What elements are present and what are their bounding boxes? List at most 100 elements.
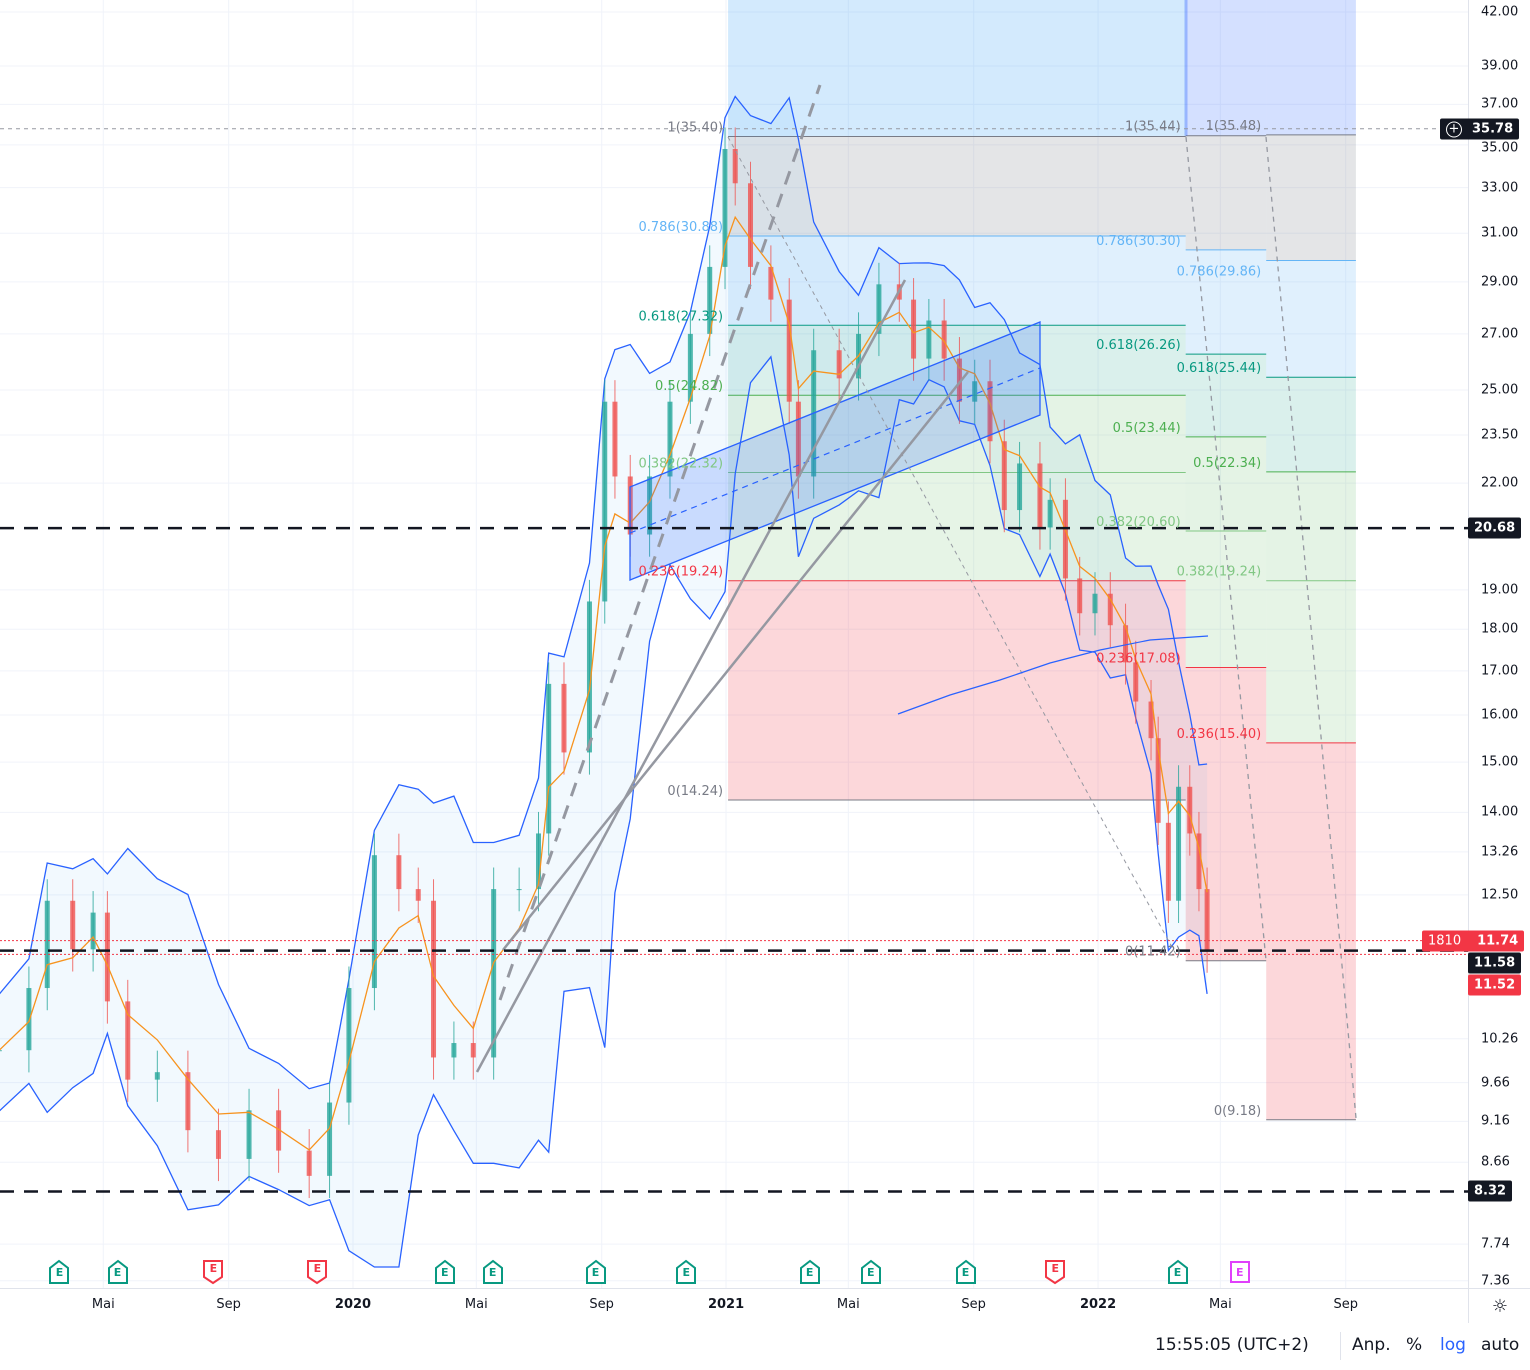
time-tick-label: Mai [1208, 1297, 1232, 1312]
time-tick-label: 2020 [334, 1297, 372, 1312]
earnings-marker-beat[interactable]: E [1167, 1259, 1189, 1285]
candle-body [70, 900, 76, 950]
trend-line-2[interactable] [502, 371, 969, 951]
price-tick-label: 12.50 [1481, 887, 1519, 903]
earnings-flag-icon [676, 1259, 697, 1284]
candle-body [491, 889, 497, 1058]
candle-body [926, 320, 932, 359]
clock: 15:55:05 (UTC+2) [1155, 1335, 1309, 1355]
price-tick-label: 23.50 [1481, 427, 1519, 443]
candle-body [1176, 786, 1182, 901]
earnings-flag-icon [1045, 1260, 1066, 1285]
price-tick-label: 9.66 [1481, 1075, 1510, 1091]
plus-circle-icon[interactable]: + [1446, 121, 1462, 138]
earnings-marker-beat[interactable]: E [585, 1259, 607, 1285]
price-tick-label: 39.00 [1481, 58, 1519, 74]
candle-body [26, 988, 32, 1051]
earnings-marker-miss[interactable]: E [202, 1259, 224, 1285]
divider [1340, 1332, 1341, 1360]
earnings-flag-icon [860, 1259, 881, 1284]
candle-body [371, 855, 377, 989]
time-axis[interactable]: Mai Sep 2020 Mai Sep 2021 Mai Sep 2022 Mai Sep [0, 1288, 1468, 1323]
earnings-marker-beat[interactable]: E [434, 1259, 456, 1285]
status-bar: 15:55:05 (UTC+2) Anp. % log auto [0, 1322, 1530, 1370]
gear-icon[interactable]: ☼ [1468, 1288, 1530, 1323]
fib-zone [1266, 580, 1356, 743]
earnings-marker-beat[interactable]: E [48, 1259, 70, 1285]
earnings-letter: E [209, 1262, 218, 1275]
candle-body [722, 148, 728, 267]
earnings-marker-beat[interactable]: E [860, 1259, 882, 1285]
earnings-flag-icon [434, 1259, 455, 1284]
earnings-letter: E [805, 1266, 814, 1279]
trend-line-dashed[interactable] [498, 84, 822, 1001]
bollinger-bands [0, 95, 1208, 1268]
fib-zone [728, 236, 1186, 326]
fib-level-label: 0.5(22.34) [1193, 456, 1261, 471]
price-tick-label: 7.36 [1481, 1273, 1510, 1289]
candle-body [215, 1130, 221, 1159]
price-axis[interactable]: 42.00 39.00 37.00 35.00 33.00 31.00 29.00 27.00… [1468, 0, 1530, 1288]
fib-zone [1266, 134, 1356, 261]
candle-body [1123, 625, 1129, 663]
price-chart[interactable]: 1(35.40) 0.786(30.88) 0.618(27.32) 0.5(24.8… [0, 0, 1468, 1288]
candle-body [346, 988, 352, 1103]
price-tag-value: 11.74 [1477, 933, 1519, 949]
auto-toggle[interactable]: auto [1481, 1335, 1520, 1355]
price-tag-h3: 8.32 [1468, 1180, 1513, 1202]
fib-zone [728, 136, 1186, 237]
price-tick-label: 10.26 [1481, 1031, 1519, 1047]
earnings-flag-icon [799, 1259, 820, 1284]
fib-level-label: 0.786(30.30) [1096, 234, 1181, 249]
trend-line-1[interactable] [475, 279, 907, 1073]
candle-body [941, 320, 947, 359]
earnings-marker-beat[interactable]: E [107, 1259, 129, 1285]
price-tag-last_price: 11.58 [1468, 952, 1522, 974]
price-tag-bid: 11.52 [1468, 974, 1522, 996]
candle-body [836, 350, 842, 379]
moving-average [0, 215, 1208, 1151]
candle-body [747, 183, 753, 267]
date-range-highlight [728, 0, 1186, 137]
log-toggle[interactable]: log [1440, 1335, 1466, 1355]
bar-countdown: 1810 [1428, 933, 1462, 949]
earnings-marker-miss[interactable]: E [306, 1259, 328, 1285]
lower-band [0, 355, 1208, 1268]
fib-zone [1185, 354, 1267, 437]
price-tick-label: 25.00 [1481, 382, 1519, 398]
price-tick-label: 14.00 [1481, 804, 1519, 820]
candle-body [1037, 463, 1043, 528]
earnings-letter: E [488, 1266, 497, 1279]
fib-level-label: 0.786(30.88) [638, 220, 723, 235]
adjust-toggle[interactable]: Anp. [1352, 1335, 1391, 1355]
candle-body [44, 900, 50, 989]
percent-toggle[interactable]: % [1406, 1335, 1423, 1355]
earnings-letter: E [1051, 1262, 1059, 1275]
candle-body [536, 833, 542, 890]
earnings-marker-upcoming[interactable]: E [1229, 1259, 1251, 1285]
earnings-marker-beat[interactable]: E [482, 1259, 504, 1285]
time-tick-label: Mai [836, 1297, 860, 1312]
earnings-marker-beat[interactable]: E [675, 1259, 697, 1285]
channel-midline [629, 367, 1041, 534]
horizontal-lines[interactable] [0, 128, 1468, 1193]
candle-body [1155, 738, 1161, 823]
date-range-highlight [1266, 0, 1356, 135]
candle-body [396, 855, 402, 890]
price-tag-crosshair: +35.78 [1440, 118, 1520, 140]
candle-body [586, 601, 592, 753]
earnings-marker-beat[interactable]: E [799, 1259, 821, 1285]
price-tag-value: 35.78 [1472, 121, 1514, 137]
candle-body [415, 889, 421, 901]
earnings-flag-icon [203, 1260, 224, 1285]
earnings-letter: E [55, 1266, 64, 1279]
grid [0, 0, 1468, 1288]
candle-body [470, 1043, 476, 1058]
fibonacci-labels: 1(35.40) 0.786(30.88) 0.618(27.32) 0.5(24.8… [638, 119, 1261, 1119]
price-tick-label: 33.00 [1481, 180, 1519, 196]
earnings-marker-beat[interactable]: E [955, 1259, 977, 1285]
earnings-flag-icon [49, 1259, 70, 1284]
long-moving-average [897, 635, 1209, 715]
earnings-flag-icon [307, 1260, 328, 1285]
earnings-marker-miss[interactable]: E [1044, 1259, 1066, 1285]
